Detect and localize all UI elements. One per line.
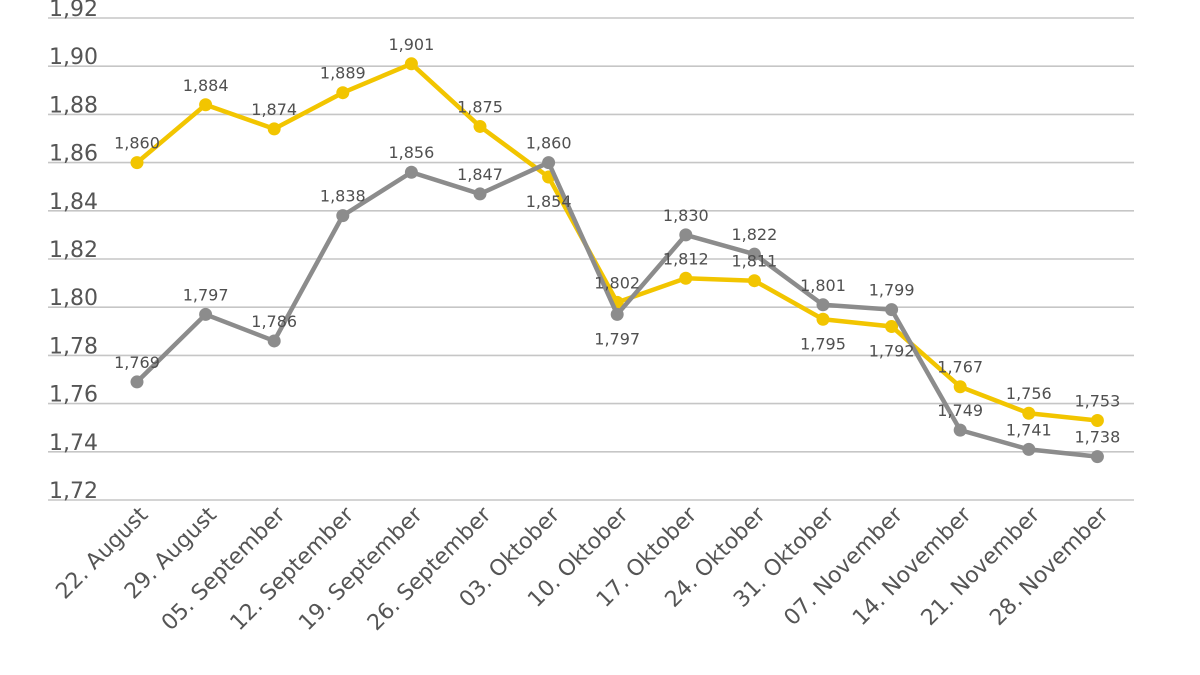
data-label: 1,901: [388, 35, 434, 54]
data-label: 1,811: [731, 252, 777, 271]
data-point: [1090, 413, 1104, 427]
x-tick-label: 05. September: [157, 502, 291, 636]
data-label: 1,874: [251, 100, 297, 119]
data-label: 1,795: [800, 334, 846, 353]
data-point: [1090, 450, 1104, 464]
data-point: [267, 334, 281, 348]
data-point: [199, 307, 213, 321]
data-point: [267, 122, 281, 136]
x-tick-label: 19. September: [294, 502, 428, 636]
data-point: [610, 307, 624, 321]
data-label: 1,889: [320, 64, 366, 83]
data-label: 1,838: [320, 187, 366, 206]
data-point: [953, 380, 967, 394]
data-point: [1022, 442, 1036, 456]
y-tick-label: 1,84: [49, 190, 98, 215]
data-point: [542, 156, 556, 170]
data-label: 1,738: [1074, 428, 1120, 447]
y-tick-label: 1,82: [49, 238, 98, 263]
data-point: [816, 298, 830, 312]
data-point: [130, 156, 144, 170]
data-point: [885, 319, 899, 333]
data-label: 1,884: [183, 76, 229, 95]
series-lines: [130, 57, 1104, 464]
data-point: [816, 312, 830, 326]
data-point: [679, 271, 693, 285]
data-point: [747, 274, 761, 288]
data-label: 1,797: [183, 285, 229, 304]
data-point: [336, 86, 350, 100]
y-axis-ticks: 1,72 1,74 1,76 1,78 1,80 1,82 1,84 1,86 1,88 1,90…: [49, 0, 98, 504]
data-point: [953, 423, 967, 437]
y-tick-label: 1,74: [49, 431, 98, 456]
data-label: 1,769: [114, 353, 160, 372]
y-tick-label: 1,80: [49, 286, 98, 311]
x-tick-label: 21. November: [917, 502, 1046, 631]
data-label: 1,749: [937, 401, 983, 420]
data-point: [747, 247, 761, 261]
data-label: 1,830: [663, 206, 709, 225]
data-point: [404, 165, 418, 179]
y-tick-label: 1,76: [49, 383, 98, 408]
y-tick-label: 1,92: [49, 0, 98, 22]
x-tick-label: 14. November: [848, 502, 977, 631]
data-point: [404, 57, 418, 71]
data-label: 1,753: [1074, 391, 1120, 410]
data-point: [130, 375, 144, 389]
data-point: [473, 119, 487, 133]
data-point: [336, 209, 350, 223]
x-tick-label: 26. September: [363, 502, 497, 636]
data-label: 1,822: [731, 225, 777, 244]
data-label: 1,856: [388, 143, 434, 162]
x-tick-label: 28. November: [985, 502, 1114, 631]
data-label: 1,799: [869, 281, 915, 300]
data-point: [199, 98, 213, 112]
y-tick-label: 1,86: [49, 142, 98, 167]
x-tick-label: 07. November: [780, 502, 909, 631]
data-label: 1,797: [594, 329, 640, 348]
data-point: [1022, 406, 1036, 420]
data-label: 1,847: [457, 165, 503, 184]
y-tick-label: 1,88: [49, 93, 98, 118]
data-label: 1,860: [526, 134, 572, 153]
data-label: 1,741: [1006, 420, 1052, 439]
data-label: 1,802: [594, 273, 640, 292]
y-tick-label: 1,72: [49, 479, 98, 504]
y-tick-label: 1,78: [49, 334, 98, 359]
data-label: 1,812: [663, 249, 709, 268]
data-point: [885, 303, 899, 317]
data-label: 1,875: [457, 97, 503, 116]
data-labels: 1,860 1,884 1,874 1,889 1,901 1,875 1,854 1,802…: [114, 35, 1120, 447]
y-tick-label: 1,90: [49, 45, 98, 70]
data-point: [679, 228, 693, 242]
data-label: 1,786: [251, 312, 297, 331]
data-label: 1,756: [1006, 384, 1052, 403]
data-label: 1,792: [869, 341, 915, 360]
data-point: [473, 187, 487, 201]
data-label: 1,854: [526, 192, 572, 211]
data-label: 1,767: [937, 358, 983, 377]
data-label: 1,801: [800, 276, 846, 295]
x-tick-label: 12. September: [226, 502, 360, 636]
data-label: 1,860: [114, 134, 160, 153]
